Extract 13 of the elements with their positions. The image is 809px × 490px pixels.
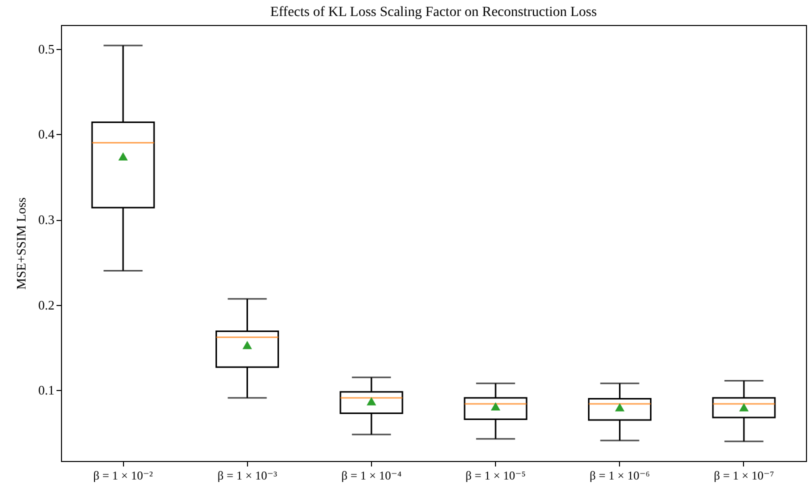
y-tick-label: 0.5 (38, 41, 54, 56)
y-tick-label: 0.3 (38, 212, 54, 228)
y-tick-label: 0.1 (38, 382, 54, 398)
y-tick-label: 0.4 (38, 126, 55, 142)
y-tick-label: 0.2 (38, 297, 54, 312)
chart-title: Effects of KL Loss Scaling Factor on Reconstruction Loss (270, 5, 597, 20)
y-axis-title: MSE+SSIM Loss (13, 197, 28, 290)
x-tick-label: β = 1 × 10⁻⁶ (590, 468, 650, 482)
x-tick-label: β = 1 × 10⁻⁴ (341, 468, 402, 482)
x-tick-label: β = 1 × 10⁻⁵ (465, 468, 526, 482)
x-tick-label: β = 1 × 10⁻⁷ (714, 468, 774, 482)
x-tick-label: β = 1 × 10⁻² (93, 468, 154, 482)
x-tick-label: β = 1 × 10⁻³ (217, 468, 278, 482)
